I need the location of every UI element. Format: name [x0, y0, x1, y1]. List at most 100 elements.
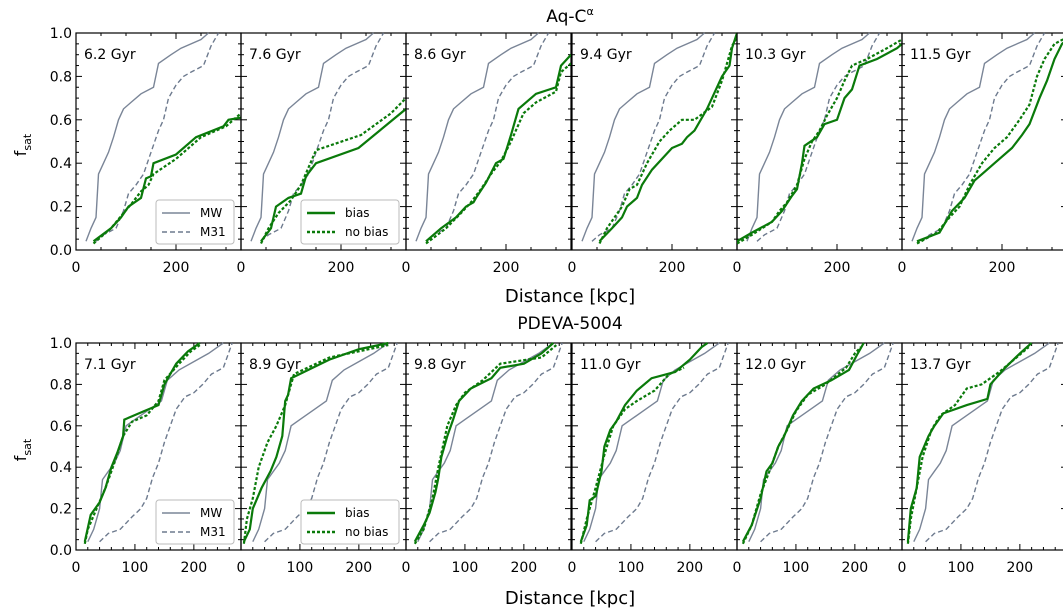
chart-row-2: PDEVA-5004 Distance [kpc] fsat 0 100 200 0.0 0.…: [11, 314, 1063, 609]
x-tick-label: 0: [72, 260, 81, 276]
x-tick-label: 100: [618, 560, 645, 576]
panel-1: 0 200 0.0 0.2 0.4 0.6 0.8 1.0 6.2 Gyr MW M31: [50, 26, 242, 276]
y-axis-label: fsat: [11, 438, 34, 461]
panel-frame: [571, 342, 738, 551]
panel-3: 0 100 200 9.8 Gyr: [402, 342, 572, 576]
bias-line: [425, 53, 571, 243]
x-tick-label: 200: [841, 560, 868, 576]
y-axis-label: fsat: [11, 133, 34, 156]
legend-box: [155, 499, 235, 545]
x-tick-label: 200: [493, 260, 520, 276]
x-tick-label: 0: [568, 260, 577, 276]
mw-line: [913, 342, 1050, 543]
panel-lines: [83, 342, 233, 545]
m31-line: [925, 342, 1059, 543]
no-bias-line: [83, 344, 201, 545]
panel-time-label: 6.2 Gyr: [84, 47, 136, 63]
panel-lines: [250, 32, 406, 244]
panel-time-label: 9.8 Gyr: [414, 357, 466, 373]
panel-frame: [736, 342, 903, 551]
m31-line: [429, 342, 563, 543]
m31-line: [591, 32, 716, 242]
mw-line: [85, 32, 209, 242]
x-tick-label: 200: [659, 260, 686, 276]
y-tick-label: 0.4: [50, 460, 72, 476]
legend-mw-label: MW: [200, 506, 222, 520]
x-tick-label: 0: [733, 260, 742, 276]
panel-lines: [911, 32, 1063, 245]
legend-nobias-label: no bias: [345, 525, 388, 539]
x-tick-label: 200: [989, 260, 1016, 276]
x-tick-label: 0: [72, 560, 81, 576]
no-bias-line: [737, 38, 902, 245]
panel-lines: [415, 32, 571, 245]
panel-2: 0 100 200 8.9 Gyr bias no bias: [237, 342, 407, 576]
panel-time-label: 13.7 Gyr: [910, 357, 971, 373]
no-bias-line: [598, 36, 737, 244]
y-tick-label: 0.8: [50, 69, 72, 85]
x-tick-label: 100: [783, 560, 810, 576]
bias-line: [906, 342, 1033, 542]
x-tick-label: 200: [1006, 560, 1033, 576]
title-superscript: α: [586, 5, 593, 18]
panel-lines: [579, 342, 729, 545]
bias-line: [579, 342, 709, 543]
panel-3: 0 200 8.6 Gyr: [402, 32, 572, 276]
x-tick-label: 100: [122, 560, 149, 576]
y-label-subscript: sat: [21, 133, 34, 150]
y-tick-label: 0.4: [50, 156, 72, 172]
bias-line: [260, 108, 406, 242]
panel-6: 0 200 11.5 Gyr: [898, 32, 1063, 276]
y-tick-label: 0.0: [50, 543, 72, 559]
x-tick-label: 0: [237, 260, 246, 276]
x-tick-label: 0: [237, 560, 246, 576]
x-tick-label: 100: [452, 560, 479, 576]
y-tick-label: 0.2: [50, 502, 72, 518]
m31-line: [760, 342, 894, 543]
chart-title: Aq-Cα: [546, 5, 593, 27]
no-bias-line: [413, 344, 558, 545]
x-tick-label: 0: [898, 260, 907, 276]
x-tick-label: 0: [898, 560, 907, 576]
x-tick-label: 200: [510, 560, 537, 576]
legend-mw-label: MW: [200, 206, 222, 220]
x-tick-label: 0: [733, 560, 742, 576]
panel-time-label: 7.1 Gyr: [84, 357, 136, 373]
m31-line: [921, 32, 1046, 242]
panel-time-label: 10.3 Gyr: [745, 47, 806, 63]
panel-lines: [85, 32, 241, 245]
m31-line: [260, 32, 385, 242]
x-tick-label: 200: [180, 560, 207, 576]
no-bias-line: [906, 346, 1030, 544]
x-tick-label: 0: [402, 560, 411, 576]
mw-line: [911, 32, 1035, 242]
mw-line: [415, 32, 539, 242]
mw-line: [746, 32, 870, 242]
y-tick-label: 0.2: [50, 200, 72, 216]
mw-line: [250, 32, 374, 242]
m31-line: [425, 32, 550, 242]
y-tick-label: 0.6: [50, 419, 72, 435]
x-tick-label: 100: [948, 560, 975, 576]
y-tick-label: 1.0: [50, 26, 72, 42]
panel-time-label: 11.0 Gyr: [580, 357, 641, 373]
m31-line: [99, 342, 233, 543]
legend-bias-label: bias: [345, 206, 370, 220]
y-tick-label: 0.6: [50, 113, 72, 129]
legend-box: [155, 199, 235, 245]
legend-m31-label: M31: [200, 525, 226, 539]
panel-lines: [242, 342, 398, 544]
panel-lines: [737, 32, 902, 245]
bias-line: [741, 342, 865, 543]
bias-line: [598, 32, 737, 243]
legend-m31-label: M31: [200, 225, 226, 239]
x-axis-label: Distance [kpc]: [505, 286, 635, 307]
panel-2: 0 200 7.6 Gyr bias no bias: [237, 32, 407, 276]
bias-line: [83, 342, 201, 542]
y-tick-label: 0.8: [50, 377, 72, 393]
legend-box: [300, 199, 400, 245]
x-tick-label: 100: [287, 560, 314, 576]
x-tick-label: 200: [163, 260, 190, 276]
panel-4: 0 200 9.4 Gyr: [568, 32, 738, 276]
